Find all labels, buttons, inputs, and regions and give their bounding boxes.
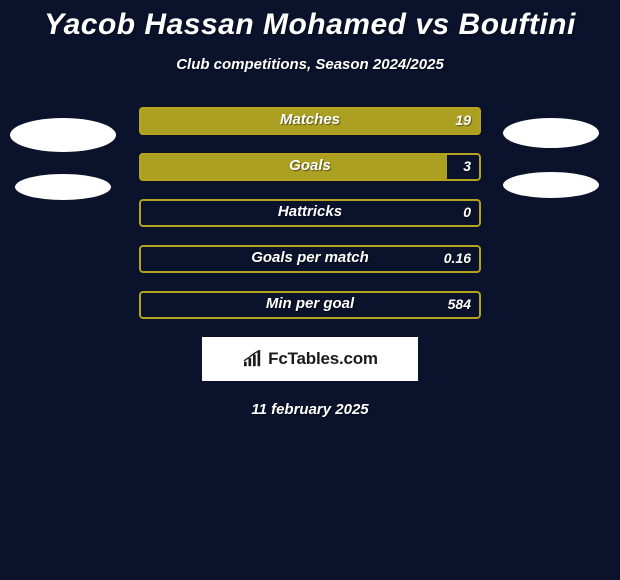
stat-bar-value: 3 [463,158,471,174]
stat-bar-label: Min per goal [139,295,481,312]
stat-bar: Goals per match0.16 [139,245,481,273]
stat-bar-value: 584 [448,296,471,312]
avatar-col-right [496,118,606,198]
avatar-left-1 [10,118,116,152]
stat-bars: Matches19 Goals3 Hattricks0 Goals per match… [139,107,481,319]
stat-bar-label: Hattricks [139,203,481,220]
stat-bar: Min per goal584 [139,291,481,319]
infographic-container: Yacob Hassan Mohamed vs Bouftini Club co… [0,0,620,580]
stat-bar-value: 0 [463,204,471,220]
stat-bar: Goals3 [139,153,481,181]
page-title: Yacob Hassan Mohamed vs Bouftini [0,0,620,42]
subtitle: Club competitions, Season 2024/2025 [0,56,620,73]
stat-bar: Hattricks0 [139,199,481,227]
stat-bar-value: 19 [455,112,471,128]
avatar-col-left [8,118,118,200]
stat-bar-label: Matches [139,111,481,128]
avatar-right-1 [503,118,599,148]
stat-bar-value: 0.16 [444,250,471,266]
bar-chart-icon [242,350,264,368]
brand-box[interactable]: FcTables.com [202,337,418,381]
stat-bar-label: Goals [139,157,481,174]
stat-bar: Matches19 [139,107,481,135]
avatar-left-2 [15,174,111,200]
date-text: 11 february 2025 [0,401,620,418]
stat-bar-label: Goals per match [139,249,481,266]
brand-text: FcTables.com [268,349,378,369]
avatar-right-2 [503,172,599,198]
